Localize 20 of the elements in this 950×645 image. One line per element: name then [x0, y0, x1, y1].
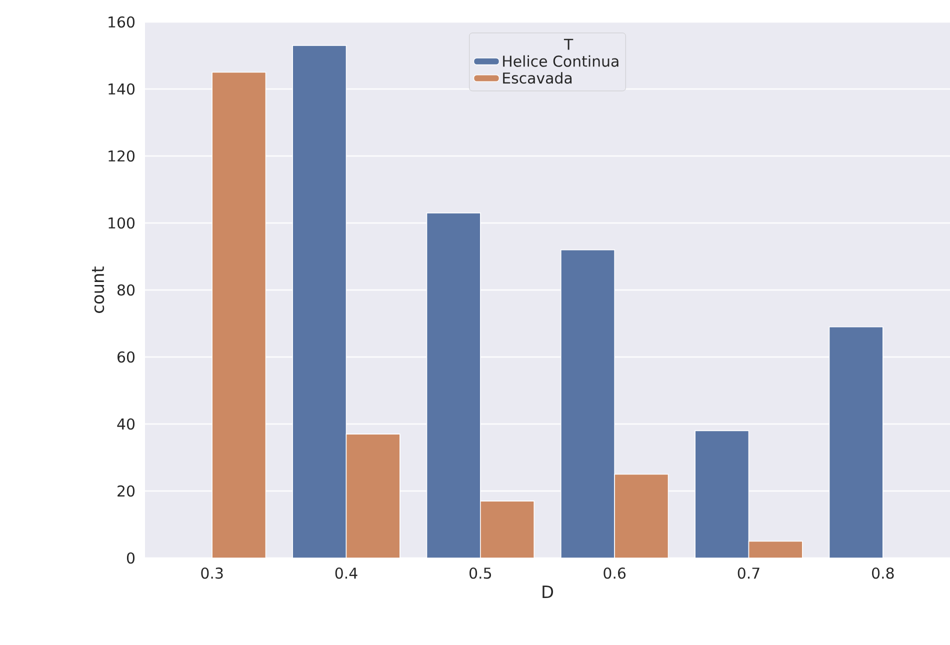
y-tick-label: 80 [118, 284, 135, 296]
y-tick-label: 100 [108, 217, 135, 229]
x-tick-label: 0.5 [470, 567, 491, 579]
y-tick-label: 120 [108, 150, 135, 162]
y-tick-label: 20 [118, 485, 135, 497]
y-tick-label: 40 [117, 418, 135, 430]
x-axis-title: D [542, 586, 554, 598]
legend-label: Escavada [503, 72, 572, 84]
y-tick-label: 0 [126, 552, 135, 564]
x-tick-label: 0.6 [604, 567, 626, 579]
y-axis-title: count [92, 266, 104, 313]
y-tick-label: 60 [118, 351, 135, 363]
x-tick-label: 0.3 [201, 567, 223, 579]
x-tick-label: 0.4 [335, 567, 358, 579]
y-tick-label: 140 [108, 83, 135, 95]
x-tick-label: 0.8 [872, 567, 894, 579]
legend-label: Helice Continua [503, 55, 618, 67]
legend-title: T [564, 38, 574, 50]
x-tick-label: 0.7 [738, 567, 760, 579]
y-tick-label: 160 [108, 16, 135, 28]
